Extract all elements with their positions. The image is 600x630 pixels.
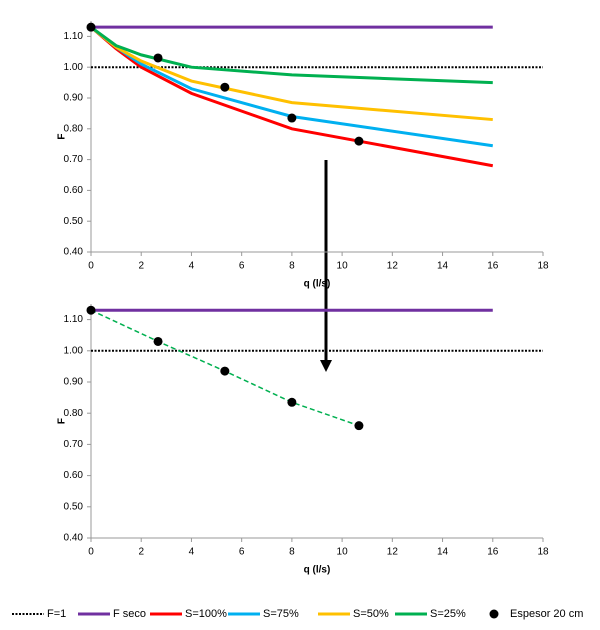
- x-tick-label: 0: [88, 261, 94, 272]
- x-tick-label: 2: [138, 547, 144, 558]
- series-line: [90, 25, 493, 85]
- y-axis-title: F: [57, 418, 68, 424]
- y-tick-label: 0.40: [64, 247, 84, 258]
- x-tick-label: 16: [487, 261, 499, 272]
- y-tick-label: 0.70: [64, 439, 84, 450]
- legend-label: F=1: [47, 608, 66, 620]
- series-line: [90, 26, 494, 168]
- x-tick-label: 12: [387, 261, 399, 272]
- x-tick-label: 16: [487, 547, 499, 558]
- x-tick-label: 6: [239, 547, 245, 558]
- y-tick-label: 0.90: [64, 377, 84, 388]
- legend-label: S=100%: [185, 608, 227, 620]
- y-tick-label: 0.70: [64, 154, 84, 165]
- x-axis-title: q (l/s): [304, 565, 331, 576]
- data-point: [220, 366, 230, 376]
- y-tick-label: 1.00: [64, 345, 84, 356]
- x-tick-label: 10: [337, 261, 349, 272]
- legend-label: S=50%: [353, 608, 389, 620]
- y-tick-label: 0.60: [64, 470, 84, 481]
- arrow-head: [320, 360, 332, 372]
- data-point: [153, 53, 163, 63]
- x-tick-label: 0: [88, 547, 94, 558]
- y-tick-label: 1.10: [64, 314, 84, 325]
- legend-label: Espesor 20 cm: [510, 608, 583, 620]
- legend-marker: [489, 609, 499, 619]
- x-tick-label: 18: [537, 261, 549, 272]
- data-point: [153, 336, 163, 346]
- legend-label: S=75%: [263, 608, 299, 620]
- x-tick-label: 2: [138, 261, 144, 272]
- y-tick-label: 1.10: [64, 31, 84, 42]
- y-tick-label: 0.60: [64, 185, 84, 196]
- legend-label: F seco: [113, 608, 146, 620]
- x-tick-label: 4: [189, 547, 195, 558]
- y-tick-label: 0.90: [64, 93, 84, 104]
- x-tick-label: 8: [289, 261, 295, 272]
- x-tick-label: 4: [189, 261, 195, 272]
- y-tick-label: 0.40: [64, 533, 84, 544]
- data-point: [354, 421, 364, 431]
- data-point: [86, 22, 96, 32]
- data-point: [287, 397, 297, 407]
- data-point: [354, 136, 364, 146]
- y-tick-label: 0.80: [64, 408, 84, 419]
- y-tick-label: 0.80: [64, 123, 84, 134]
- x-axis-title: q (l/s): [304, 279, 331, 290]
- x-tick-label: 14: [437, 547, 449, 558]
- y-tick-label: 1.00: [64, 62, 84, 73]
- x-tick-label: 10: [337, 547, 349, 558]
- y-tick-label: 0.50: [64, 501, 84, 512]
- legend-label: S=25%: [430, 608, 466, 620]
- data-point: [220, 82, 230, 92]
- x-tick-label: 6: [239, 261, 245, 272]
- data-point: [86, 305, 96, 315]
- y-axis-title: F: [57, 133, 68, 139]
- x-tick-label: 14: [437, 261, 449, 272]
- x-tick-label: 12: [387, 547, 399, 558]
- x-tick-label: 18: [537, 547, 549, 558]
- data-point: [287, 113, 297, 123]
- x-tick-label: 8: [289, 547, 295, 558]
- y-tick-label: 0.50: [64, 216, 84, 227]
